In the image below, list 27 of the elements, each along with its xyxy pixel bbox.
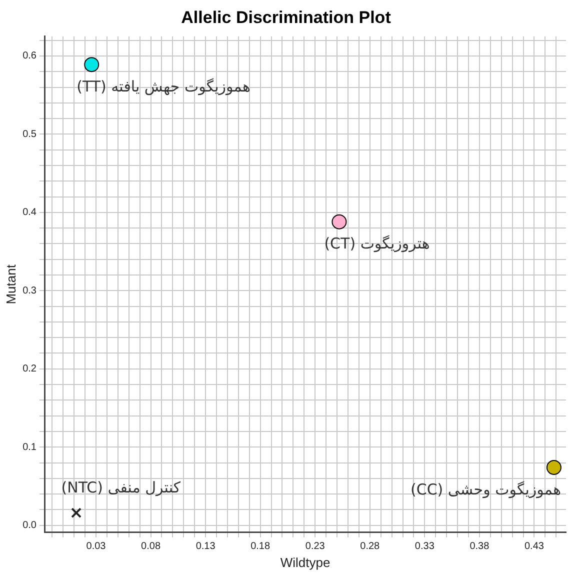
x-tick-label: 0.18 (250, 541, 270, 552)
series-label: هموزیگوت وحشی (CC) (410, 480, 562, 498)
x-tick-label: 0.38 (470, 541, 490, 552)
y-axis-title: Mutant (3, 264, 18, 304)
y-tick-label: 0.4 (22, 207, 37, 218)
chart-title: Allelic Discrimination Plot (181, 8, 392, 27)
y-tick-label: 0.0 (22, 520, 37, 532)
x-tick-label: 0.08 (141, 541, 161, 552)
y-tick-label: 0.6 (22, 50, 37, 62)
y-tick-label: 0.2 (22, 364, 37, 375)
x-tick-label: 0.03 (86, 541, 106, 552)
x-tick-label: 0.43 (524, 541, 544, 552)
y-tick-label: 0.5 (22, 128, 37, 140)
point (546, 460, 562, 475)
series-label: هتروزیگوت (CT) (324, 234, 430, 253)
x-tick-label: 0.13 (196, 541, 216, 552)
y-tick-label: 0.3 (22, 285, 37, 296)
point (332, 214, 347, 230)
y-tick-label: 0.1 (22, 442, 37, 453)
point (84, 57, 100, 72)
x-tick-label: 0.28 (360, 541, 380, 552)
point (71, 508, 82, 518)
series-label: کنترل منفی (NTC) (61, 478, 182, 497)
x-axis-title: Wildtype (280, 554, 330, 570)
x-tick-label: 0.23 (305, 541, 326, 552)
series-label: هموزیگوت جهش یافته (TT) (76, 77, 250, 96)
x-tick-label: 0.33 (414, 541, 435, 552)
